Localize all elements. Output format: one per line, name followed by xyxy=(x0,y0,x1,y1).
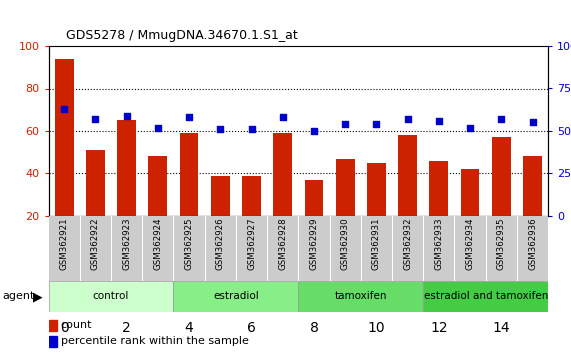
Text: GSM362931: GSM362931 xyxy=(372,217,381,270)
Text: estradiol: estradiol xyxy=(213,291,259,302)
Point xyxy=(465,125,475,130)
Bar xyxy=(523,156,542,258)
Text: agent: agent xyxy=(3,291,35,302)
Point xyxy=(497,116,506,122)
Text: tamoxifen: tamoxifen xyxy=(335,291,387,302)
Text: GSM362934: GSM362934 xyxy=(465,217,475,270)
Bar xyxy=(336,159,355,258)
Point xyxy=(403,116,412,122)
Bar xyxy=(49,336,57,347)
Point xyxy=(435,118,444,124)
Point xyxy=(184,115,194,120)
Point xyxy=(247,126,256,132)
Text: ▶: ▶ xyxy=(33,290,43,303)
Bar xyxy=(211,176,230,258)
Bar xyxy=(180,133,198,258)
Text: control: control xyxy=(93,291,129,302)
Bar xyxy=(461,169,480,258)
Point xyxy=(59,106,69,112)
Point xyxy=(122,113,131,119)
Text: percentile rank within the sample: percentile rank within the sample xyxy=(61,336,248,346)
Bar xyxy=(86,150,104,258)
Bar xyxy=(49,320,57,331)
Bar xyxy=(148,156,167,258)
Text: GSM362933: GSM362933 xyxy=(435,217,443,270)
Text: GSM362927: GSM362927 xyxy=(247,217,256,270)
Text: GSM362930: GSM362930 xyxy=(341,217,349,270)
Point xyxy=(216,126,225,132)
Text: GSM362925: GSM362925 xyxy=(184,217,194,270)
Text: GSM362928: GSM362928 xyxy=(278,217,287,270)
Bar xyxy=(174,281,298,312)
Text: GSM362932: GSM362932 xyxy=(403,217,412,270)
Text: GSM362935: GSM362935 xyxy=(497,217,506,270)
Bar xyxy=(298,281,423,312)
Text: GSM362921: GSM362921 xyxy=(59,217,69,270)
Bar xyxy=(117,120,136,258)
Bar xyxy=(274,133,292,258)
Point xyxy=(528,120,537,125)
Text: GSM362936: GSM362936 xyxy=(528,217,537,270)
Bar xyxy=(423,281,548,312)
Bar xyxy=(367,163,386,258)
Text: GSM362922: GSM362922 xyxy=(91,217,100,270)
Bar xyxy=(304,180,323,258)
Point xyxy=(309,128,319,134)
Text: GSM362924: GSM362924 xyxy=(154,217,162,270)
Text: count: count xyxy=(61,320,92,330)
Text: GSM362923: GSM362923 xyxy=(122,217,131,270)
Point xyxy=(341,121,350,127)
Point xyxy=(91,116,100,122)
Bar xyxy=(492,137,510,258)
Text: estradiol and tamoxifen: estradiol and tamoxifen xyxy=(424,291,548,302)
Point xyxy=(372,121,381,127)
Bar xyxy=(242,176,261,258)
Bar xyxy=(429,161,448,258)
Bar xyxy=(49,281,174,312)
Point xyxy=(153,125,162,130)
Text: GSM362926: GSM362926 xyxy=(216,217,225,270)
Text: GSM362929: GSM362929 xyxy=(309,217,319,270)
Bar xyxy=(398,135,417,258)
Text: GDS5278 / MmugDNA.34670.1.S1_at: GDS5278 / MmugDNA.34670.1.S1_at xyxy=(66,29,297,42)
Point xyxy=(278,115,287,120)
Bar xyxy=(55,59,74,258)
